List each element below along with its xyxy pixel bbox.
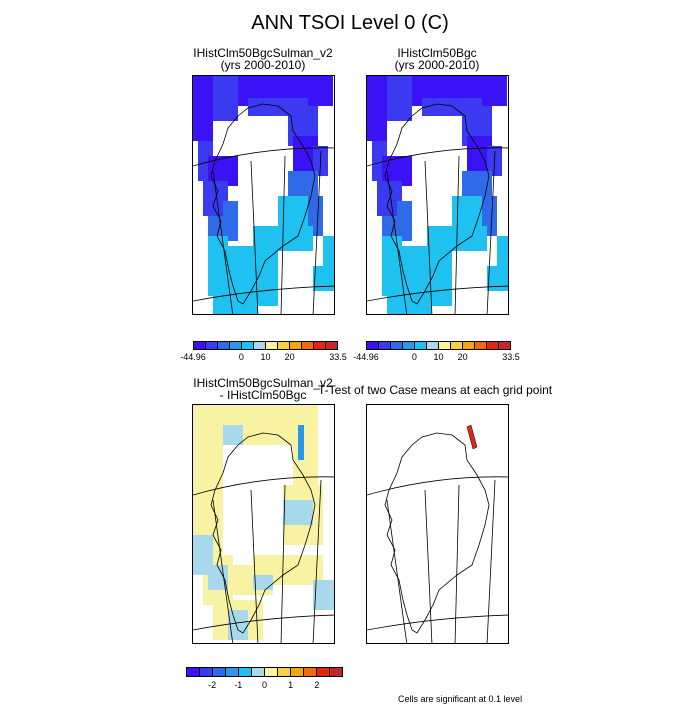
difference-title: IHistClm50BgcSulman_v2 - IHistClm50Bgc — [178, 377, 348, 401]
colorbar-swatch — [278, 668, 291, 676]
significance-footnote: Cells are significant at 0.1 level — [398, 694, 523, 704]
control-case-title-line2: (yrs 2000-2010) — [394, 58, 480, 72]
map-grid-lines — [367, 476, 508, 643]
colorbar-tick-label: -2 — [208, 680, 217, 690]
colorbar-tick-label: 10 — [260, 352, 271, 362]
colorbar-tick-label: -1 — [234, 680, 243, 690]
colorbar-swatch — [291, 668, 304, 676]
colorbar-swatch — [218, 342, 230, 349]
colorbar-tick-label: 33.5 — [502, 352, 520, 362]
control-case-title: IHistClm50Bgc (yrs 2000-2010) — [352, 47, 522, 71]
colorbar-swatch — [439, 342, 451, 349]
colorbar-swatch — [266, 342, 278, 349]
abs-colorbar-left — [193, 341, 338, 350]
colorbar-swatch — [265, 668, 278, 676]
colorbar-tick-label: 0 — [411, 352, 417, 362]
colorbar-swatch — [242, 342, 254, 349]
ttest-title: T-Test of two Case means at each grid po… — [318, 383, 553, 397]
abs-colorbar-left-ticks: -44.96 0 10 20 33.5 — [180, 352, 347, 364]
ttest-map — [366, 404, 509, 644]
abs-colorbar-right-ticks: -44.96 0 10 20 33.5 — [353, 352, 520, 364]
colorbar-tick-label: -44.96 — [180, 352, 206, 362]
colorbar-tick-label: 10 — [433, 352, 444, 362]
colorbar-tick-label: 20 — [457, 352, 468, 362]
colorbar-swatch — [194, 342, 206, 349]
colorbar-swatch — [326, 342, 337, 349]
colorbar-tick-label: 0 — [261, 680, 267, 690]
colorbar-swatch — [278, 342, 290, 349]
colorbar-swatch — [252, 668, 265, 676]
test-case-title: IHistClm50BgcSulman_v2 (yrs 2000-2010) — [178, 47, 348, 71]
colorbar-swatch — [187, 668, 200, 676]
coastline — [384, 103, 490, 305]
colorbar-swatch — [367, 342, 379, 349]
control-case-map — [366, 75, 509, 315]
colorbar-swatch — [317, 668, 330, 676]
colorbar-swatch — [487, 342, 499, 349]
colorbar-swatch — [379, 342, 391, 349]
difference-title-line1: IHistClm50BgcSulman_v2 — [193, 376, 333, 390]
colorbar-tick-label: -44.96 — [353, 352, 379, 362]
test-case-map-canvas — [193, 76, 334, 314]
difference-title-line2: - IHistClm50Bgc — [219, 388, 307, 402]
colorbar-swatch — [213, 668, 226, 676]
colorbar-swatch — [330, 668, 342, 676]
colorbar-swatch — [230, 342, 242, 349]
colorbar-swatch — [403, 342, 415, 349]
colorbar-swatch — [415, 342, 427, 349]
test-case-title-line2: (yrs 2000-2010) — [220, 58, 306, 72]
test-case-map — [192, 75, 335, 315]
difference-map-canvas — [193, 405, 334, 643]
colorbar-swatch — [290, 342, 302, 349]
colorbar-swatch — [254, 342, 266, 349]
test-case-title-line1: IHistClm50BgcSulman_v2 — [193, 46, 333, 60]
difference-cells — [193, 405, 334, 640]
colorbar-swatch — [314, 342, 326, 349]
control-case-map-canvas — [367, 76, 508, 314]
diff-colorbar — [186, 667, 343, 677]
abs-colorbar-right — [366, 341, 511, 350]
colorbar-swatch — [206, 342, 218, 349]
coastline — [384, 432, 490, 634]
control-case-title-line1: IHistClm50Bgc — [397, 46, 477, 60]
colorbar-tick-label: 20 — [284, 352, 295, 362]
colorbar-tick-label: 33.5 — [329, 352, 347, 362]
significant-cells — [466, 424, 478, 450]
colorbar-swatch — [427, 342, 439, 349]
colorbar-swatch — [304, 668, 317, 676]
temperature-cells — [193, 76, 334, 314]
colorbar-swatch — [475, 342, 487, 349]
coastline — [210, 103, 316, 305]
colorbar-tick-label: 2 — [314, 680, 320, 690]
colorbar-swatch — [302, 342, 314, 349]
colorbar-swatch — [499, 342, 510, 349]
coastline — [210, 432, 316, 634]
colorbar-swatch — [200, 668, 213, 676]
colorbar-swatch — [451, 342, 463, 349]
diff-colorbar-ticks: -2 -1 0 1 2 — [186, 680, 343, 692]
colorbar-tick-label: 0 — [238, 352, 244, 362]
difference-map — [192, 404, 335, 644]
figure-title: ANN TSOI Level 0 (C) — [251, 12, 449, 34]
temperature-cells — [367, 76, 508, 314]
colorbar-swatch — [226, 668, 239, 676]
colorbar-swatch — [239, 668, 252, 676]
colorbar-swatch — [391, 342, 403, 349]
colorbar-tick-label: 1 — [288, 680, 294, 690]
ttest-map-canvas — [367, 424, 508, 643]
colorbar-swatch — [463, 342, 475, 349]
